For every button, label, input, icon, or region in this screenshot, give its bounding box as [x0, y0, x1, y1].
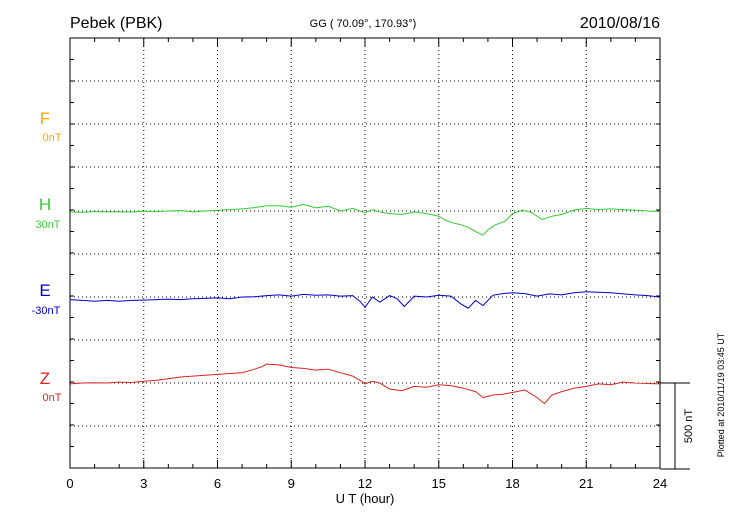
component-baseline-f: 0nT	[43, 132, 62, 144]
component-baseline-e: -30nT	[32, 305, 61, 317]
x-tick-label: 0	[66, 476, 73, 491]
x-tick-label: 15	[432, 476, 446, 491]
date-label: 2010/08/16	[580, 15, 660, 32]
x-axis-label: U T (hour)	[336, 491, 395, 506]
component-letter-z: Z	[40, 369, 50, 388]
plot-area	[69, 37, 661, 469]
series-line-e	[69, 291, 661, 309]
x-tick-label: 3	[140, 476, 147, 491]
scale-bar-label: 500 nT	[683, 409, 695, 444]
x-tick-label: 6	[214, 476, 221, 491]
component-baseline-h: 30nT	[35, 219, 60, 231]
series-line-h	[69, 203, 661, 236]
vertical-grid	[143, 38, 587, 468]
component-baseline-z: 0nT	[43, 392, 62, 404]
x-tick-label: 24	[653, 476, 667, 491]
x-tick-label: 12	[358, 476, 372, 491]
component-letter-h: H	[39, 195, 51, 214]
scale-bar: 500 nT	[660, 382, 695, 470]
series-lines	[69, 203, 661, 405]
plotted-timestamp: Plotted at 2010/11/19 03:45 UT	[716, 332, 726, 457]
x-tick-labels: 0 3 6 9 12 15 18 21 24	[66, 476, 667, 491]
series-line-z	[69, 363, 661, 405]
station-title: Pebek (PBK)	[70, 15, 162, 32]
component-letter-f: F	[40, 109, 50, 128]
axis-ticks	[69, 37, 661, 469]
component-letter-e: E	[39, 281, 50, 300]
x-tick-label: 9	[288, 476, 295, 491]
x-tick-label: 21	[579, 476, 593, 491]
x-tick-label: 18	[505, 476, 519, 491]
coordinates-label: GG ( 70.09°, 170.93°)	[310, 18, 417, 30]
